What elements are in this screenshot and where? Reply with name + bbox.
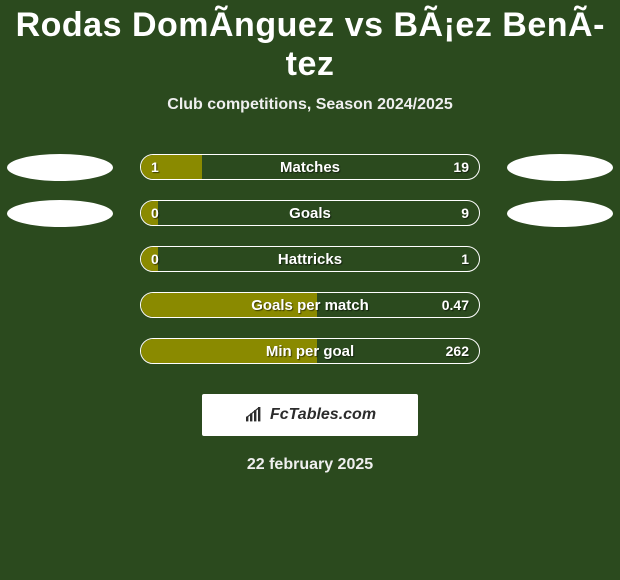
- team-indicator-left: [7, 154, 113, 181]
- stat-row: 0 Hattricks 1: [0, 236, 620, 282]
- stat-bar: 0 Goals 9: [140, 200, 480, 226]
- brand-text: FcTables.com: [270, 406, 376, 424]
- stat-value-right: 19: [453, 159, 469, 175]
- stat-label: Matches: [280, 159, 340, 176]
- stat-value-right: 262: [446, 343, 469, 359]
- stat-label: Goals: [289, 205, 331, 222]
- subtitle: Club competitions, Season 2024/2025: [0, 96, 620, 114]
- stat-row: Min per goal 262: [0, 328, 620, 374]
- stat-row: Goals per match 0.47: [0, 282, 620, 328]
- stat-label: Hattricks: [278, 251, 342, 268]
- brand-box: FcTables.com: [202, 394, 418, 436]
- stat-value-left: 0: [151, 251, 159, 267]
- stat-row: 1 Matches 19: [0, 144, 620, 190]
- stat-row: 0 Goals 9: [0, 190, 620, 236]
- chart-container: Rodas DomÃ­nguez vs BÃ¡ez BenÃ­tez Club …: [0, 0, 620, 580]
- stat-value-right: 9: [461, 205, 469, 221]
- team-indicator-left: [7, 200, 113, 227]
- stat-value-right: 1: [461, 251, 469, 267]
- stat-bar: Goals per match 0.47: [140, 292, 480, 318]
- stat-bar: 1 Matches 19: [140, 154, 480, 180]
- date-label: 22 february 2025: [0, 456, 620, 474]
- stat-label: Goals per match: [251, 297, 369, 314]
- stat-bar: Min per goal 262: [140, 338, 480, 364]
- team-indicator-right: [507, 154, 613, 181]
- stat-rows: 1 Matches 19 0 Goals 9 0 Hattricks 1 Goals per ma…: [0, 144, 620, 374]
- page-title: Rodas DomÃ­nguez vs BÃ¡ez BenÃ­tez: [0, 0, 620, 84]
- bar-chart-icon: [244, 407, 264, 423]
- stat-value-left: 1: [151, 159, 159, 175]
- stat-value-right: 0.47: [442, 297, 469, 313]
- team-indicator-right: [507, 200, 613, 227]
- stat-value-left: 0: [151, 205, 159, 221]
- stat-label: Min per goal: [266, 343, 354, 360]
- stat-bar: 0 Hattricks 1: [140, 246, 480, 272]
